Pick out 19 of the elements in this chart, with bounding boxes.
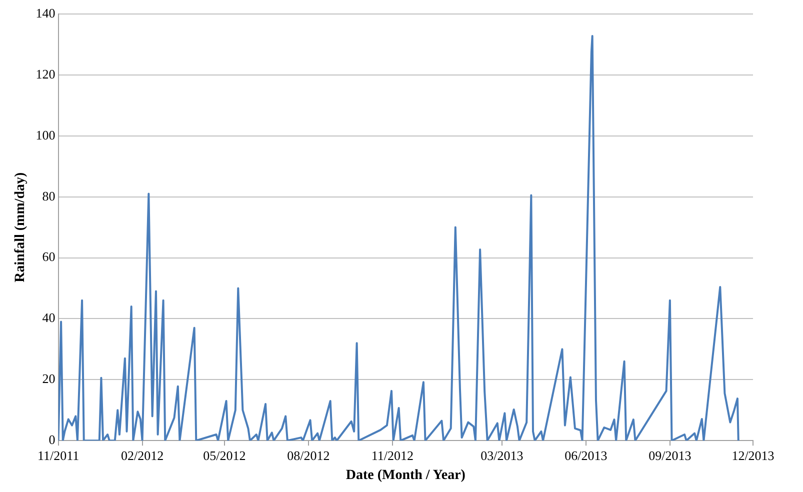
y-tick-label: 120 xyxy=(36,66,56,82)
y-tick-label: 100 xyxy=(36,127,56,142)
y-tick-label: 0 xyxy=(48,432,56,448)
y-tick-label: 40 xyxy=(42,310,56,326)
x-tick-label: 09/2013 xyxy=(648,448,692,463)
x-tick-label: 11/2012 xyxy=(371,448,414,463)
y-tick-label: 60 xyxy=(42,249,56,264)
y-tick-label: 20 xyxy=(42,371,56,386)
x-tick-label: 12/2013 xyxy=(732,448,774,463)
y-axis-title: Rainfall (mm/day) xyxy=(13,172,28,282)
x-tick-label: 03/2013 xyxy=(480,448,524,463)
x-axis-title: Date (Month / Year) xyxy=(346,468,466,484)
x-tick-label: 05/2012 xyxy=(203,448,246,463)
x-tick-label: 11/2011 xyxy=(37,448,80,463)
x-tick-label: 08/2012 xyxy=(287,448,330,463)
y-tick-label: 80 xyxy=(42,188,56,204)
x-tick-label: 02/2012 xyxy=(120,448,164,463)
x-tick-label: 06/2013 xyxy=(564,448,608,463)
y-tick-label: 140 xyxy=(36,5,56,20)
